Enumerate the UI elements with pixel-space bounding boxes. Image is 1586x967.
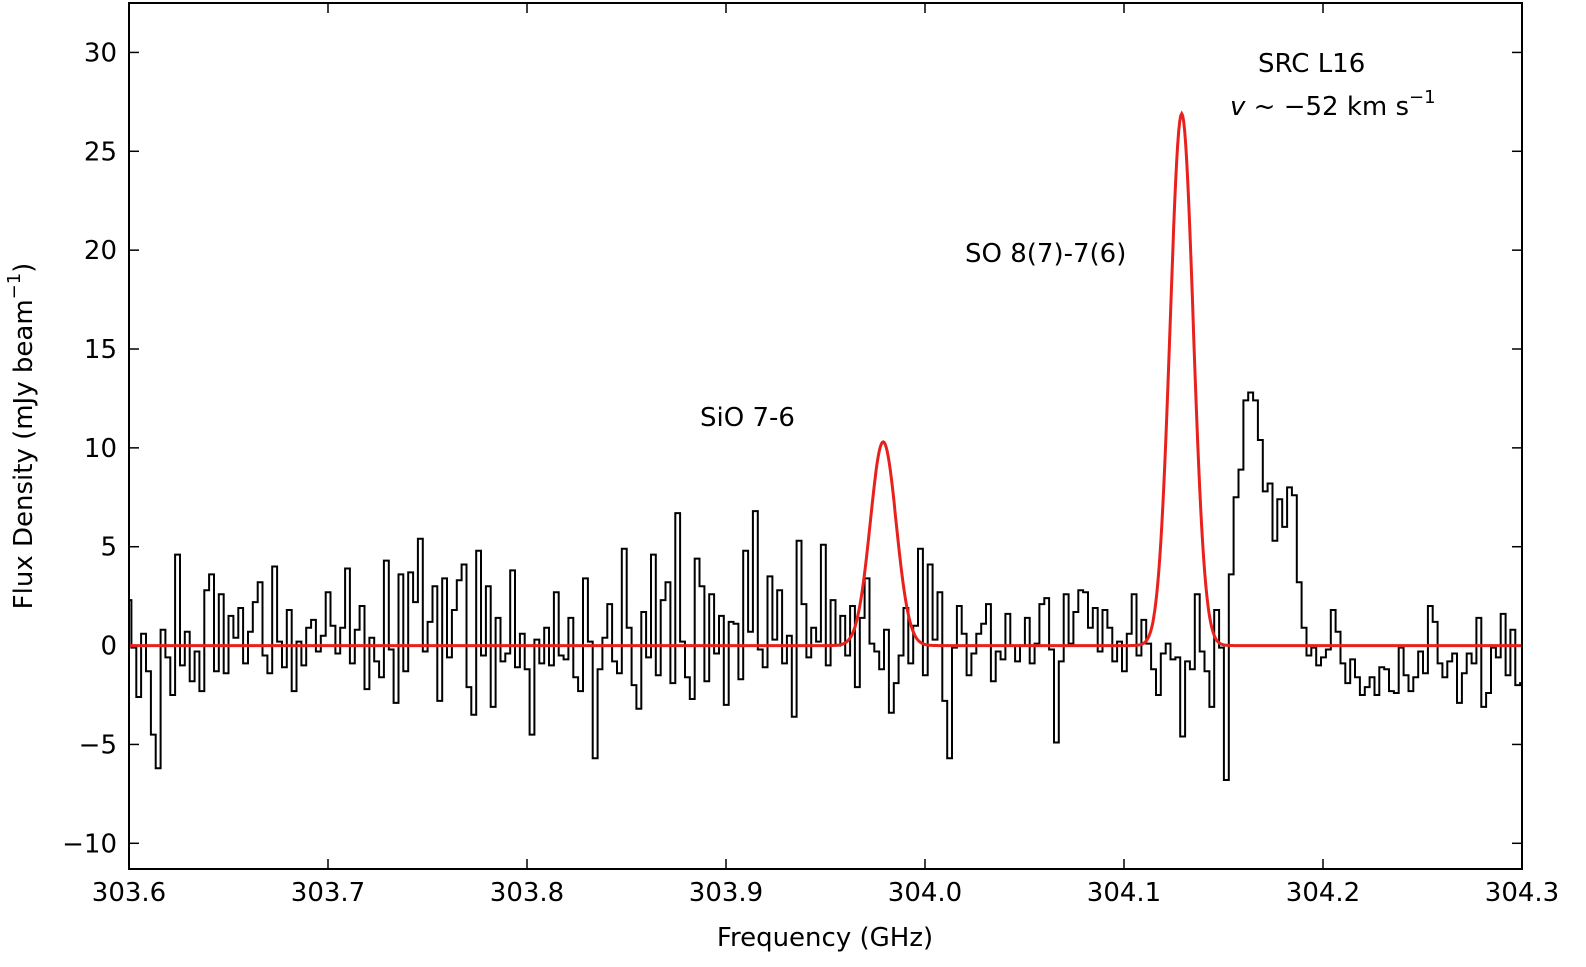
y-axis-label-exponent: −1 — [4, 273, 25, 300]
x-axis-label: Frequency (GHz) — [717, 923, 933, 953]
x-tick-label: 304.0 — [888, 878, 962, 908]
plot-frame — [128, 2, 1523, 870]
y-tick-label: 30 — [84, 38, 117, 68]
velocity-exponent: −1 — [1409, 87, 1436, 108]
velocity-symbol: v — [1230, 92, 1246, 122]
x-tick-label: 304.1 — [1087, 878, 1161, 908]
x-tick-label: 303.9 — [689, 878, 763, 908]
spectrum-step-line — [129, 36, 1523, 826]
velocity-value: ~ −52 km s — [1245, 92, 1409, 122]
y-tick-label: 15 — [84, 335, 117, 365]
y-tick-label: 0 — [100, 632, 117, 662]
x-tick-label: 304.2 — [1286, 878, 1360, 908]
x-tick-label: 303.8 — [490, 878, 564, 908]
velocity-annotation: v ~ −52 km s−1 — [1230, 87, 1436, 122]
y-axis-label-close: ) — [9, 263, 39, 273]
x-tick-label: 304.3 — [1485, 878, 1559, 908]
x-tick-label: 303.6 — [92, 878, 166, 908]
y-axis-label-main: Flux Density (mJy beam — [9, 299, 39, 609]
sio-annotation: SiO 7-6 — [700, 403, 795, 433]
y-tick-label: 20 — [84, 236, 117, 266]
x-ticks: 303.6 303.7 303.8 303.9 304.0 304.1 304.2 304.3 — [92, 3, 1559, 908]
y-tick-label: −10 — [62, 829, 117, 859]
y-axis-label: Flux Density (mJy beam−1) — [4, 263, 39, 610]
so-annotation: SO 8(7)-7(6) — [965, 239, 1126, 269]
y-tick-label: 25 — [84, 137, 117, 167]
y-tick-label: 5 — [100, 533, 117, 563]
gaussian-fit-line — [129, 110, 1522, 648]
x-tick-label: 303.7 — [291, 878, 365, 908]
source-annotation: SRC L16 — [1258, 49, 1365, 79]
y-ticks: −10 −5 0 5 10 15 20 25 30 — [62, 38, 1522, 859]
y-tick-label: −5 — [79, 730, 117, 760]
y-tick-label: 10 — [84, 434, 117, 464]
